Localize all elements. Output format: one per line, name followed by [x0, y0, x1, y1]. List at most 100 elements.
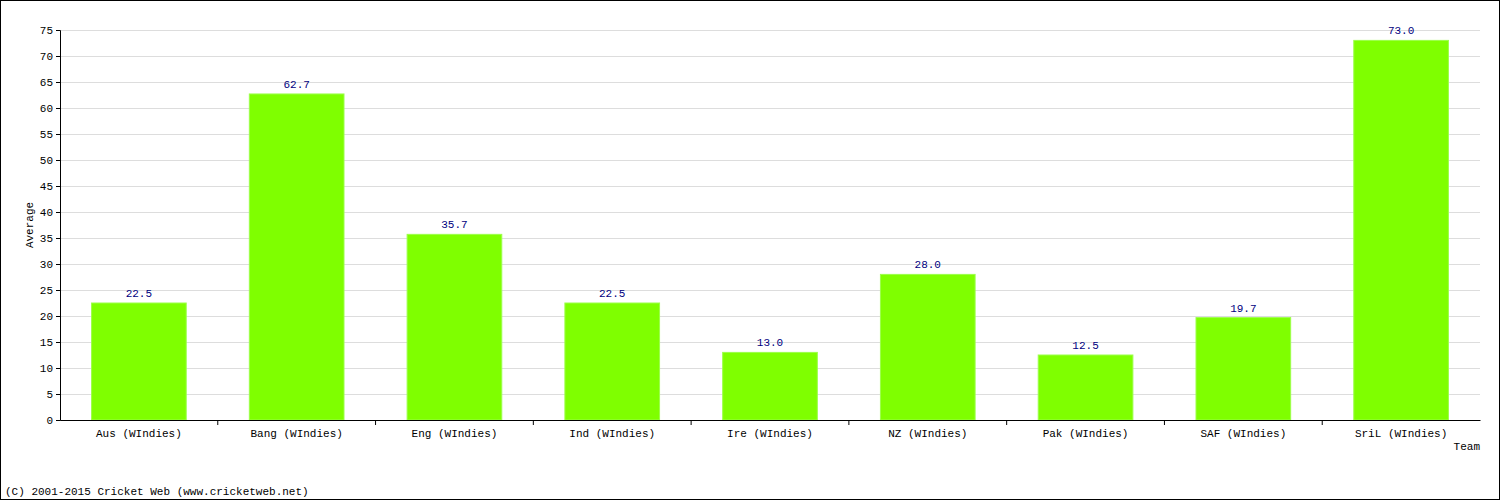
- bar: [92, 303, 187, 420]
- data-label: 35.7: [441, 219, 467, 231]
- y-tick: 0: [46, 415, 60, 427]
- y-tick-label: 25: [40, 285, 53, 297]
- y-tick-label: 50: [40, 155, 53, 167]
- chart: 22.562.735.722.513.028.012.519.773.00510…: [0, 0, 1500, 500]
- category-separator: [533, 420, 534, 425]
- y-tick-label: 30: [40, 259, 53, 271]
- y-tick: 70: [40, 51, 60, 63]
- category-separator: [1322, 420, 1323, 425]
- data-label: 22.5: [126, 288, 152, 300]
- y-tick-label: 55: [40, 129, 53, 141]
- x-axis: Aus (WIndies) Bang (WIndies) Eng (WIndies)…: [61, 420, 1481, 440]
- y-tick-mark: [56, 82, 60, 83]
- x-tick-label: Bang (WIndies): [250, 428, 342, 440]
- data-label: 13.0: [757, 337, 783, 349]
- bar: [1354, 40, 1449, 420]
- y-tick: 25: [40, 285, 60, 297]
- category-separator: [1006, 420, 1007, 425]
- x-tick-label: Eng (WIndies): [412, 428, 498, 440]
- y-tick: 75: [40, 25, 60, 37]
- grid: [60, 31, 1480, 421]
- data-label: 62.7: [283, 79, 309, 91]
- bar: [1196, 318, 1291, 420]
- x-axis-line: [61, 420, 1481, 421]
- data-label: 28.0: [915, 259, 941, 271]
- bar: [407, 234, 502, 420]
- plot: 22.562.735.722.513.028.012.519.773.00510…: [40, 25, 1481, 440]
- y-axis: 0 5 10 15 20 25 30 35 40 45 50 55 60 65 70 75: [40, 25, 61, 427]
- data-labels: 22.562.735.722.513.028.012.519.773.0: [126, 25, 1415, 352]
- frame: [1, 1, 1500, 500]
- grid-line: [60, 420, 1480, 421]
- grid-line: [60, 56, 1480, 57]
- x-tick-label: Ire (WIndies): [727, 428, 813, 440]
- annotation: (C) 2001-2015 Cricket Web (www.cricketwe…: [5, 486, 309, 498]
- category-separator: [1164, 420, 1165, 425]
- bars: [92, 40, 1449, 420]
- bar: [565, 303, 660, 420]
- y-tick-label: 60: [40, 103, 53, 115]
- bar: [723, 352, 818, 420]
- y-tick-label: 65: [40, 77, 53, 89]
- annotations: (C) 2001-2015 Cricket Web (www.cricketwe…: [5, 486, 309, 498]
- category-separator: [848, 420, 849, 425]
- y-tick-mark: [56, 108, 60, 109]
- grid-line: [60, 82, 1480, 83]
- y-tick-mark: [56, 264, 60, 265]
- y-tick-mark: [56, 212, 60, 213]
- y-tick-label: 45: [40, 181, 53, 193]
- y-tick: 60: [40, 103, 60, 115]
- x-tick-label: Aus (WIndies): [96, 428, 182, 440]
- x-tick: SAF (WIndies): [1200, 420, 1286, 440]
- y-tick: 10: [40, 363, 60, 375]
- y-tick-label: 0: [46, 415, 53, 427]
- y-tick: 65: [40, 77, 60, 89]
- data-label: 73.0: [1388, 25, 1414, 37]
- y-tick-label: 70: [40, 51, 53, 63]
- y-tick-label: 40: [40, 207, 53, 219]
- x-tick-label: Pak (WIndies): [1043, 428, 1129, 440]
- x-tick: Aus (WIndies): [96, 420, 182, 440]
- data-label: 22.5: [599, 288, 625, 300]
- x-tick: Pak (WIndies): [1043, 420, 1129, 440]
- y-tick: 35: [40, 233, 60, 245]
- y-tick-label: 15: [40, 337, 53, 349]
- x-tick-label: Ind (WIndies): [569, 428, 655, 440]
- y-tick-mark: [56, 368, 60, 369]
- y-tick-mark: [56, 134, 60, 135]
- y-tick-mark: [56, 316, 60, 317]
- x-tick-label: SriL (WIndies): [1355, 428, 1447, 440]
- category-separators: [218, 420, 1322, 425]
- y-tick-label: 75: [40, 25, 53, 37]
- y-tick: 40: [40, 207, 60, 219]
- y-tick-label: 20: [40, 311, 53, 323]
- y-tick: 15: [40, 337, 60, 349]
- x-tick: Bang (WIndies): [250, 420, 342, 440]
- bar: [880, 274, 975, 420]
- category-separator: [375, 420, 376, 425]
- y-tick-label: 35: [40, 233, 53, 245]
- y-axis-title: Average: [24, 202, 36, 248]
- x-tick: SriL (WIndies): [1355, 420, 1447, 440]
- y-tick-label: 5: [46, 389, 53, 401]
- y-tick-mark: [56, 290, 60, 291]
- y-tick: 55: [40, 129, 60, 141]
- x-tick-label: NZ (WIndies): [888, 428, 967, 440]
- y-tick: 5: [46, 389, 60, 401]
- y-tick-mark: [56, 30, 60, 31]
- x-tick-label: SAF (WIndies): [1200, 428, 1286, 440]
- y-tick-mark: [56, 238, 60, 239]
- y-tick-mark: [56, 342, 60, 343]
- y-tick-mark: [56, 56, 60, 57]
- y-tick-label: 10: [40, 363, 53, 375]
- y-tick-mark: [56, 186, 60, 187]
- x-tick: Ind (WIndies): [569, 420, 655, 440]
- grid-line: [60, 30, 1480, 31]
- y-tick: 30: [40, 259, 60, 271]
- y-axis-line: [56, 31, 61, 421]
- data-label: 19.7: [1230, 303, 1256, 315]
- x-axis-title: Team: [1454, 441, 1481, 453]
- x-tick: NZ (WIndies): [888, 420, 967, 440]
- y-tick-mark: [56, 420, 60, 421]
- y-tick: 45: [40, 181, 60, 193]
